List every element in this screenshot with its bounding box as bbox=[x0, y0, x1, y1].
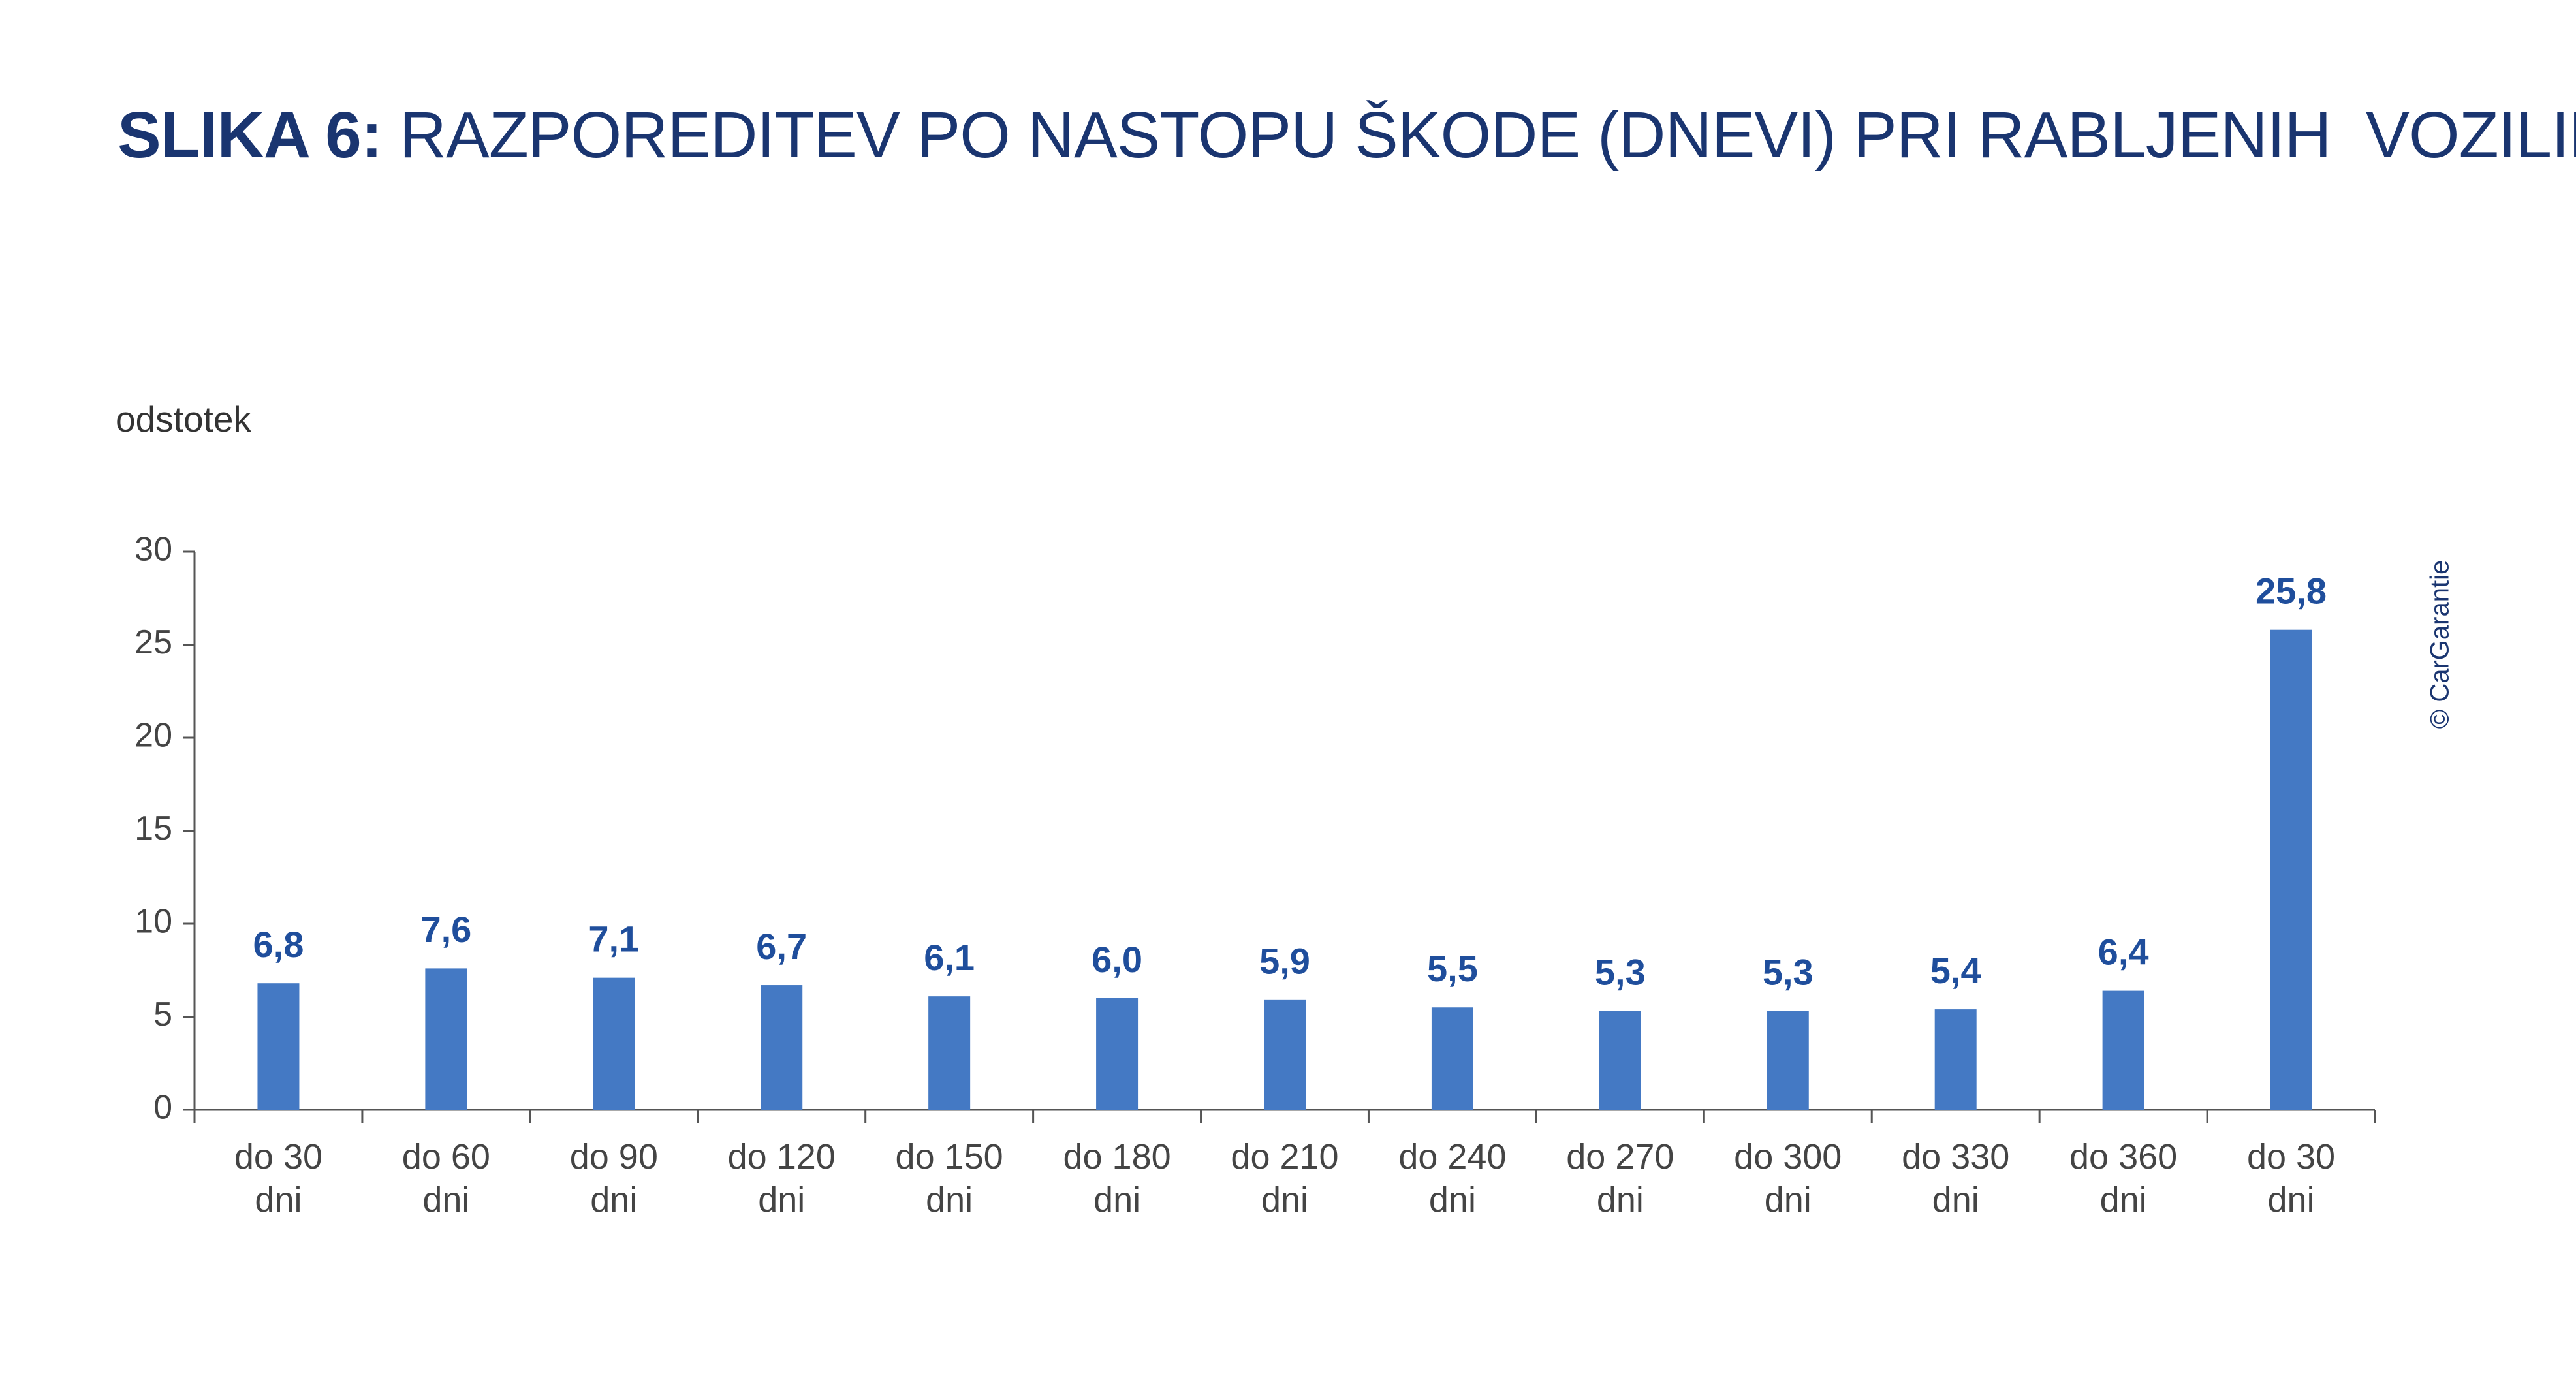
x-tick-label: do 300 dni bbox=[1734, 1137, 1842, 1219]
x-tick-label: do 120 dni bbox=[727, 1137, 836, 1219]
x-tick-label: do 90 dni bbox=[569, 1137, 658, 1219]
x-tick-label: do 60 dni bbox=[401, 1137, 490, 1219]
value-label: 6,0 bbox=[1092, 939, 1142, 980]
x-tick-label: do 210 dni bbox=[1231, 1137, 1339, 1219]
bar bbox=[1934, 1009, 1977, 1110]
x-tick-label: do 240 dni bbox=[1398, 1137, 1507, 1219]
bar bbox=[1599, 1011, 1641, 1110]
x-tick-label: do 30 dni bbox=[2246, 1137, 2336, 1219]
x-tick-label: do 330 dni bbox=[1902, 1137, 2010, 1219]
bar bbox=[257, 983, 300, 1110]
bar bbox=[1767, 1011, 1809, 1110]
bar bbox=[1096, 998, 1139, 1110]
chart-title: SLIKA 6: RAZPOREDITEV PO NASTOPU ŠKODE (… bbox=[118, 98, 2576, 173]
x-tick-label: do 360 dni bbox=[2069, 1137, 2178, 1219]
value-label: 7,1 bbox=[588, 918, 639, 959]
x-tick-label: do 270 dni bbox=[1566, 1137, 1674, 1219]
value-label: 5,4 bbox=[1930, 950, 1981, 991]
value-label: 5,5 bbox=[1427, 948, 1478, 989]
value-label: 6,1 bbox=[924, 937, 975, 978]
y-tick-label: 10 bbox=[134, 903, 172, 941]
y-tick-label: 15 bbox=[134, 810, 172, 847]
value-label: 5,9 bbox=[1259, 941, 1310, 982]
value-label: 6,8 bbox=[253, 924, 304, 965]
y-tick-label: 0 bbox=[153, 1089, 172, 1127]
bar bbox=[2270, 629, 2312, 1110]
bar bbox=[928, 996, 971, 1110]
value-label: 25,8 bbox=[2255, 570, 2327, 611]
credit: © CarGarantie bbox=[2426, 560, 2455, 729]
y-tick-label: 20 bbox=[134, 717, 172, 755]
x-tick-label: do 180 dni bbox=[1063, 1137, 1171, 1219]
title-prefix: SLIKA 6: bbox=[118, 99, 383, 172]
bar bbox=[593, 977, 635, 1110]
x-tick-label: do 150 dni bbox=[895, 1137, 1003, 1219]
value-label: 6,4 bbox=[2098, 931, 2149, 972]
y-tick-label: 25 bbox=[134, 623, 172, 661]
value-label: 5,3 bbox=[1763, 952, 1814, 993]
title-text: RAZPOREDITEV PO NASTOPU ŠKODE (DNEVI) PR… bbox=[399, 99, 2576, 172]
y-tick-label: 30 bbox=[134, 531, 172, 569]
value-label: 5,3 bbox=[1595, 952, 1646, 993]
x-tick-label: do 30 dni bbox=[234, 1137, 323, 1219]
value-label: 7,6 bbox=[420, 909, 471, 950]
bar bbox=[1431, 1007, 1473, 1110]
y-tick-label: 5 bbox=[153, 996, 172, 1033]
bar bbox=[2102, 990, 2144, 1110]
bar bbox=[425, 968, 467, 1110]
value-label: 6,7 bbox=[756, 926, 807, 967]
bar bbox=[761, 985, 803, 1110]
y-axis-label: odstotek bbox=[116, 399, 251, 439]
bar bbox=[1264, 999, 1306, 1110]
